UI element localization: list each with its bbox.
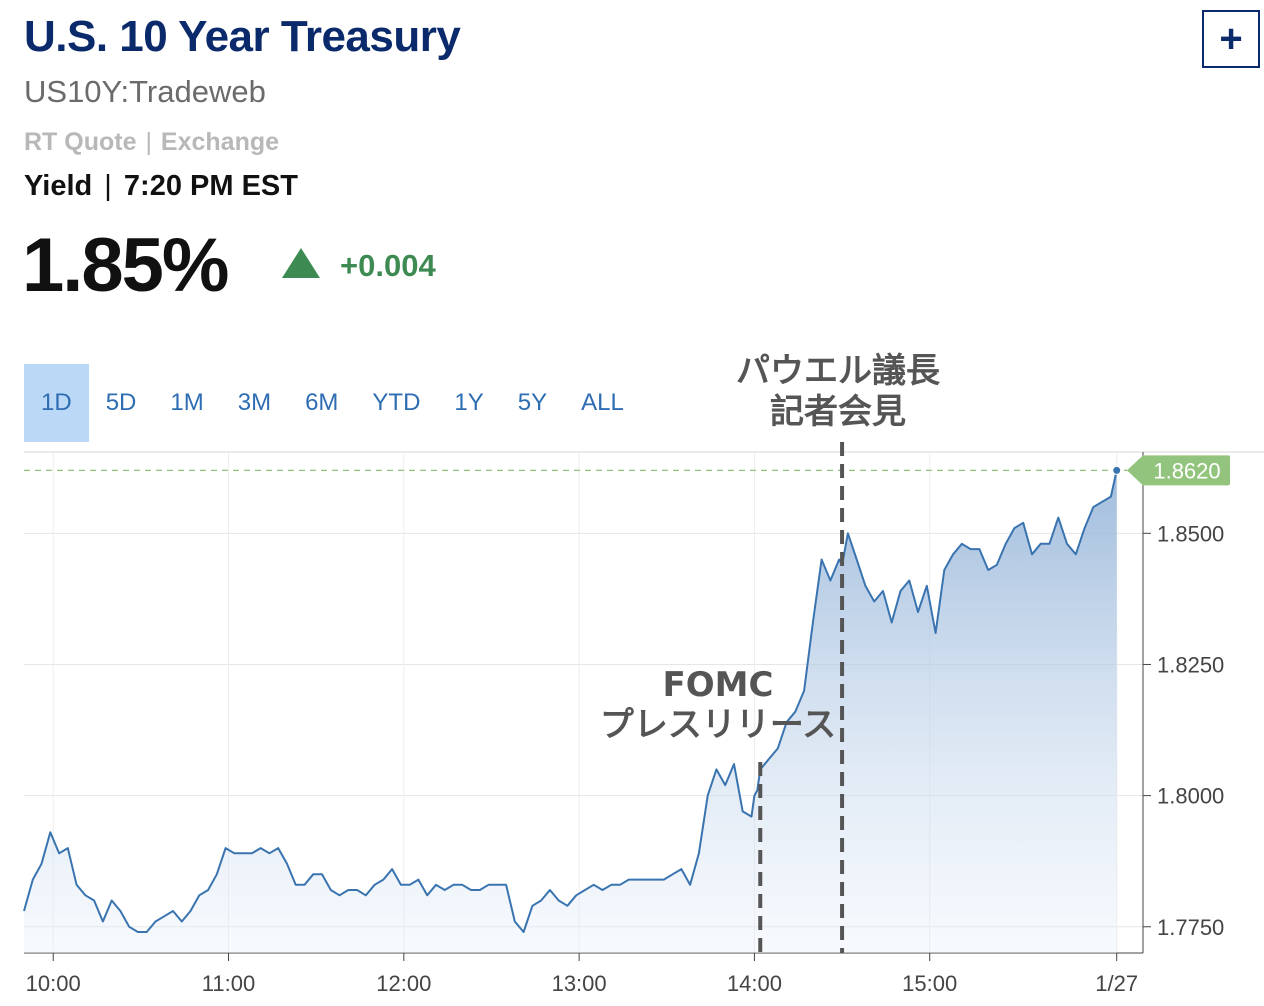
last-value-label: 1.8620 <box>1153 458 1220 483</box>
tab-1d[interactable]: 1D <box>24 364 89 442</box>
tab-all[interactable]: ALL <box>581 389 624 416</box>
last-value-badge <box>1127 455 1230 486</box>
event-label: 記者会見 <box>770 392 906 432</box>
page-title: U.S. 10 Year Treasury <box>24 12 461 61</box>
event-label: パウエル議長 <box>736 351 941 391</box>
event-label: FOMC <box>663 665 774 705</box>
series-area <box>24 470 1117 953</box>
event-label: プレスリリース <box>600 705 836 745</box>
y-tick-label: 1.8000 <box>1157 784 1224 809</box>
tab-3m[interactable]: 3M <box>237 389 272 416</box>
tab-1y[interactable]: 1Y <box>454 389 484 416</box>
last-value-point <box>1112 465 1122 475</box>
x-tick-label: 13:00 <box>552 971 607 996</box>
range-tabs: 1D 5D 1M 3M 6M YTD 1Y 5Y ALL <box>24 364 641 442</box>
x-tick-label: 14:00 <box>727 971 782 996</box>
y-tick-label: 1.8500 <box>1157 521 1224 546</box>
quote-type-exchange: Exchange <box>160 128 280 156</box>
series-line <box>23 470 1118 933</box>
x-tick-label: 15:00 <box>902 971 957 996</box>
x-tick-label: 11:00 <box>202 971 255 996</box>
yield-time-line: Yield | 7:20 PM EST <box>24 170 298 203</box>
quote-type: RT Quote | Exchange <box>24 128 279 157</box>
y-tick-label: 1.8250 <box>1157 652 1224 677</box>
tab-5d[interactable]: 5D <box>105 389 137 416</box>
tab-5y[interactable]: 5Y <box>517 389 548 416</box>
tab-ytd[interactable]: YTD <box>372 389 421 416</box>
x-tick-label: 1/27 <box>1095 971 1138 996</box>
quote-type-rt: RT Quote <box>24 128 137 156</box>
yield-label: Yield <box>24 170 93 202</box>
add-to-watchlist-button[interactable]: + <box>1202 10 1260 68</box>
x-tick-label: 12:00 <box>376 971 431 996</box>
quote-type-separator: | <box>145 128 152 156</box>
yield-separator: | <box>104 170 112 202</box>
tab-1m[interactable]: 1M <box>170 389 204 416</box>
up-triangle-icon <box>282 248 320 278</box>
quote-time: 7:20 PM EST <box>123 170 298 202</box>
y-tick-label: 1.7750 <box>1157 915 1224 940</box>
price-change: +0.004 <box>340 248 436 283</box>
ticker-symbol: US10Y:Tradeweb <box>24 74 266 109</box>
tab-6m[interactable]: 6M <box>305 389 339 416</box>
x-tick-label: 10:00 <box>26 971 81 996</box>
last-price: 1.85% <box>22 223 229 308</box>
